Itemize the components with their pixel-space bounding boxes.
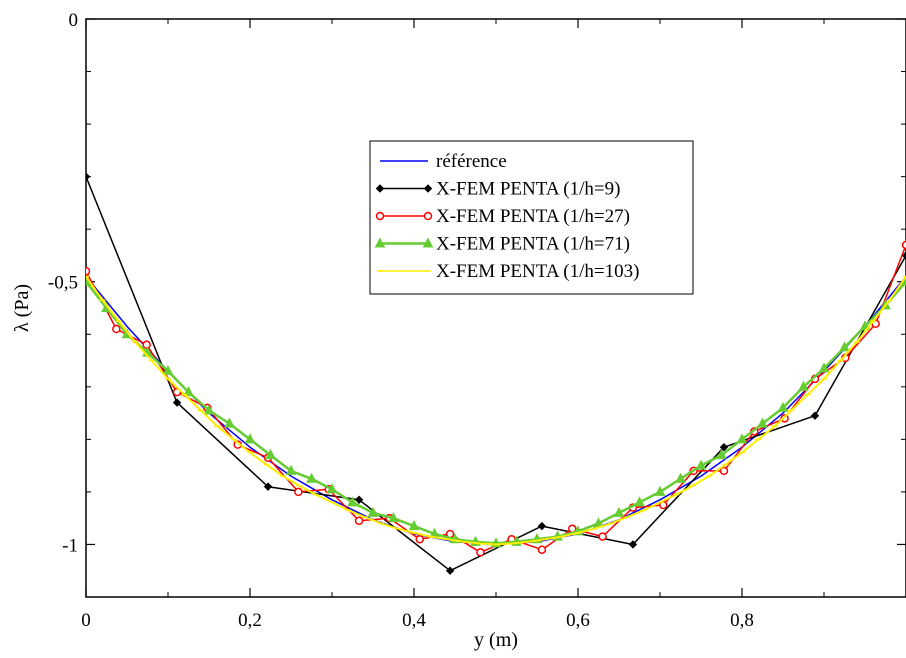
legend-label: X-FEM PENTA (1/h=27) [436,206,630,227]
data-point [613,506,625,517]
data-point [86,172,91,181]
x-axis-label: y (m) [474,629,518,651]
y-tick-label: 0 [69,10,79,31]
y-tick-label: -0,5 [48,273,78,294]
x-tick-label: 0 [81,610,91,631]
data-point [757,417,768,428]
legend-label: référence [436,151,507,172]
data-point [375,184,385,193]
series-3 [86,275,906,548]
data-point [719,466,729,476]
data-point [354,495,364,504]
legend-label: X-FEM PENTA (1/h=9) [436,179,620,200]
data-point [374,237,386,248]
data-point [306,472,317,483]
data-point [780,414,789,423]
series-4 [86,275,906,546]
data-point [375,211,385,221]
tick-labels: 0 0,2 0,4 0,6 0,8 0 -0,5 -1 [48,10,754,631]
data-point [172,398,182,407]
x-tick-label: 0,4 [402,610,426,631]
data-point [719,443,729,452]
data-point [537,545,547,554]
data-point [183,386,194,397]
data-point [294,487,303,497]
data-point [162,364,174,376]
data-point [423,211,433,221]
legend: référence X-FEM PENTA (1/h=9) X-FEM PENTA … [369,140,694,295]
data-point [285,464,297,475]
legend-label: X-FEM PENTA (1/h=103) [436,261,639,282]
y-tick-label: -1 [62,535,78,556]
data-point [112,324,121,334]
data-point [263,482,273,491]
x-tick-label: 0,8 [730,610,754,631]
data-point [675,472,686,483]
legend-box [369,140,694,295]
data-point [634,496,645,507]
x-tick-label: 0,6 [566,610,590,631]
data-point [628,540,638,549]
data-point [367,506,379,517]
data-point [347,496,358,507]
data-point [839,341,850,352]
data-point [818,362,830,373]
data-point [203,404,215,415]
data-point [86,266,91,276]
data-point [142,340,151,350]
data-point [422,237,434,248]
data-point [777,401,789,412]
data-point [476,548,485,557]
data-point [354,516,364,526]
data-point [654,485,666,496]
data-point [598,532,607,541]
series-2 [86,240,906,557]
data-point [736,433,748,444]
data-point [224,417,235,428]
data-point [244,433,256,444]
data-point [810,411,820,420]
data-point [388,512,399,523]
data-point [901,240,906,250]
data-point [408,519,420,531]
x-tick-label: 0,2 [238,610,262,631]
data-point [798,380,809,391]
axis-ticks [85,18,906,597]
data-point [423,184,433,193]
data-point [445,566,455,575]
data-point [901,251,906,260]
data-point [537,521,547,531]
data-point [716,449,727,460]
data-point [415,534,424,544]
series-layer [86,172,906,575]
data-point [265,449,276,460]
data-point [326,483,338,494]
data-point [695,459,707,470]
plot-frame [85,18,906,598]
legend-label: X-FEM PENTA (1/h=71) [436,234,630,255]
y-axis-label: λ (Pa) [11,284,33,332]
